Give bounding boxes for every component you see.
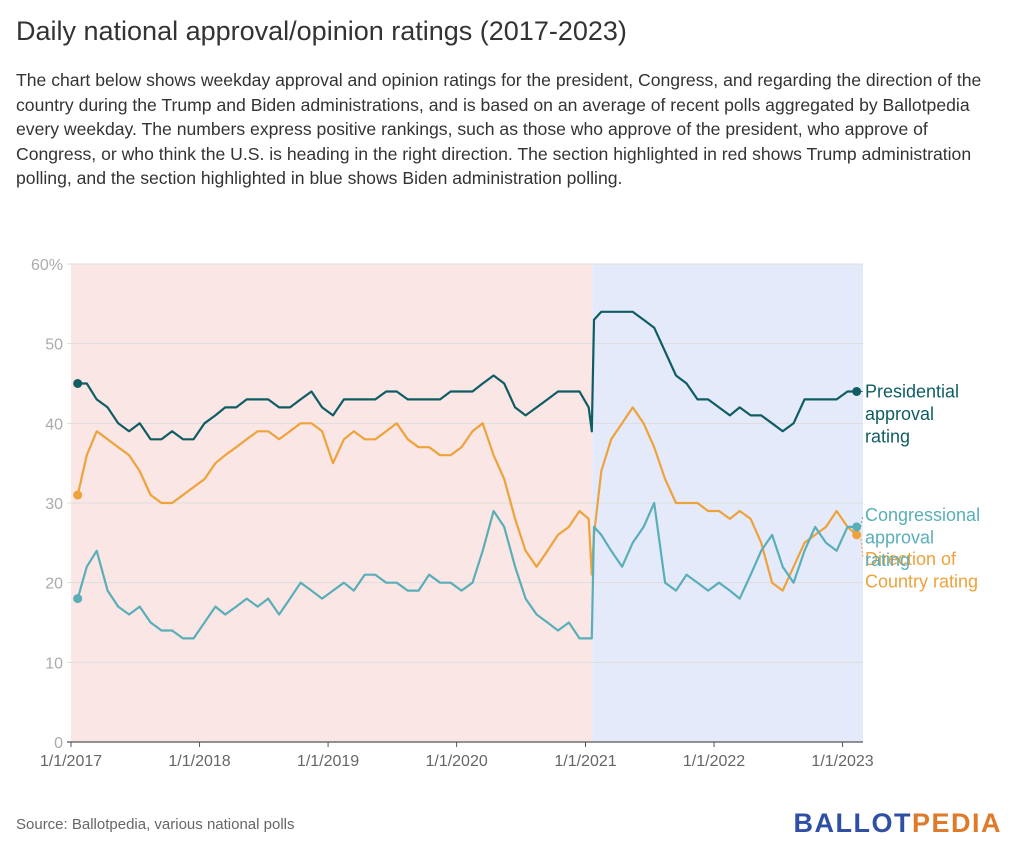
x-tick-label: 1/1/2019 [297, 753, 359, 770]
y-tick-label: 30 [45, 496, 63, 513]
y-tick-label: 10 [45, 655, 63, 672]
presidential-approval-rating-end-point [852, 386, 862, 396]
direction-of-country-rating-line [76, 406, 858, 592]
x-tick-label: 1/1/2022 [683, 753, 745, 770]
logo-part-1: BALLOT [793, 808, 912, 838]
y-tick-label: 0 [54, 735, 63, 752]
congressional-approval-rating-label: approval [865, 527, 934, 547]
congressional-approval-rating-label: rating [865, 550, 910, 570]
x-tick-label: 1/1/2023 [811, 753, 873, 770]
ballotpedia-logo: BALLOTPEDIA [793, 808, 1002, 839]
direction-of-country-rating-label: Direction of [865, 549, 957, 569]
congressional-approval-rating-end-point [852, 522, 862, 532]
presidential-approval-rating-start-point [73, 379, 83, 388]
y-tick-label: 50 [45, 337, 63, 354]
congressional-approval-rating-start-point [73, 594, 83, 604]
x-tick-label: 1/1/2020 [425, 753, 487, 770]
congressional-approval-rating-label: Congressional [865, 505, 980, 525]
direction-of-country-rating-start-point [73, 490, 83, 500]
y-tick-label: 40 [45, 416, 63, 433]
direction-of-country-rating-label: Country rating [865, 571, 978, 591]
y-tick-label: 20 [45, 576, 63, 593]
presidential-approval-rating-line [77, 310, 857, 441]
presidential-approval-rating-label: approval [865, 404, 934, 424]
source-note: Source: Ballotpedia, various national po… [16, 816, 295, 833]
chart-description: The chart below shows weekday approval a… [16, 70, 982, 188]
chart-title: Daily national approval/opinion ratings … [16, 16, 627, 46]
series-lines [73, 310, 862, 640]
x-axis-tick-labels: 1/1/2017 1/1/2018 1/1/2019 1/1/2020 1/1/2021… [40, 742, 874, 770]
direction-of-country-rating-leader [860, 534, 864, 559]
y-tick-label: 60% [31, 257, 63, 274]
congressional-approval-rating-line [76, 501, 857, 640]
x-tick-label: 1/1/2017 [40, 753, 102, 770]
x-tick-label: 1/1/2021 [554, 753, 616, 770]
presidential-approval-rating-label: Presidential [865, 381, 959, 401]
direction-of-country-rating-end-point [852, 530, 862, 540]
x-tick-label: 1/1/2018 [168, 753, 230, 770]
presidential-approval-rating-label: rating [865, 426, 910, 446]
logo-part-2: PEDIA [911, 808, 1002, 838]
y-axis-tick-labels: 0 10 20 30 40 50 60% [31, 257, 63, 752]
